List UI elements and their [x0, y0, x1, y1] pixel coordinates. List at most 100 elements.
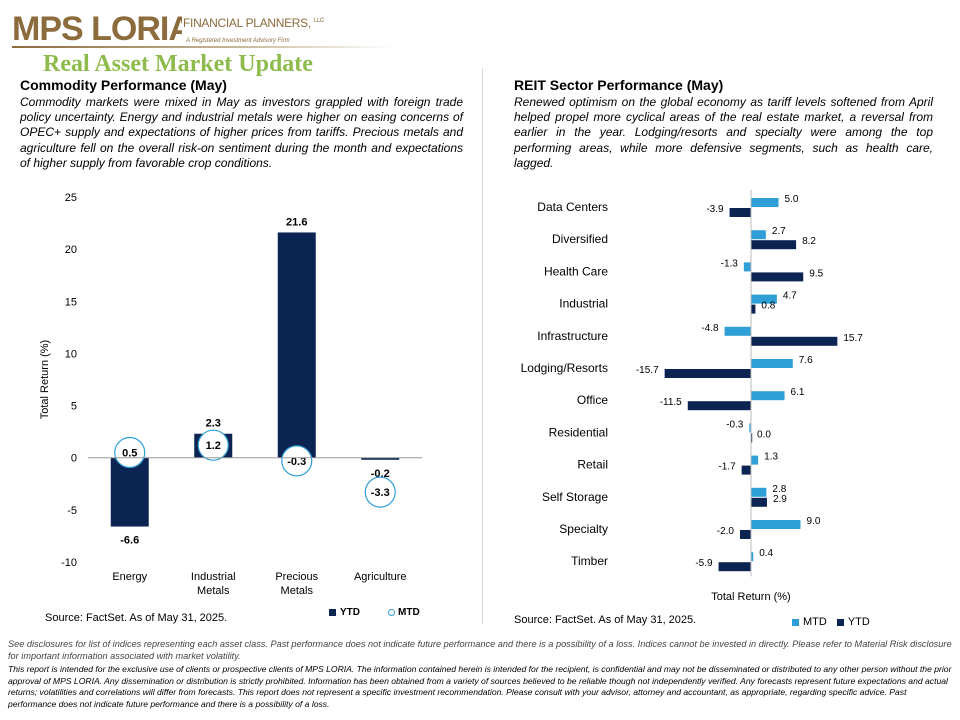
y-tick-label: -5	[67, 505, 77, 517]
y-tick-label: 25	[65, 192, 77, 204]
ytd-bar-timber	[718, 562, 751, 572]
mtd-data-label: 4.7	[783, 291, 797, 302]
y-tick-label: Timber	[571, 554, 608, 568]
mtd-data-label: 0.5	[122, 448, 137, 460]
ytd-data-label: 2.9	[773, 494, 787, 505]
ytd-data-label: -15.7	[636, 365, 659, 376]
legal-disclaimer: This report is intended for the exclusiv…	[8, 664, 952, 709]
y-tick-label: 15	[65, 296, 77, 308]
mtd-bar-self-storage	[751, 487, 767, 497]
y-tick-label: Specialty	[559, 522, 608, 536]
ytd-data-label: 21.6	[286, 216, 307, 228]
mtd-data-label: 2.8	[772, 484, 786, 495]
company-logo: MPS LORIA	[12, 10, 182, 44]
legend-ytd-swatch	[329, 609, 336, 616]
section-divider	[482, 68, 483, 624]
reit-chart: Data Centers 5.0 -3.9 Diversified 2.7 8.2 Heal…	[521, 190, 863, 603]
ytd-bar-specialty	[740, 530, 751, 539]
mtd-marker-industrial-metals	[197, 429, 229, 461]
ytd-bar-office	[687, 401, 751, 411]
y-tick-label: Health Care	[544, 264, 608, 278]
y-tick-label: 5	[71, 401, 77, 413]
ytd-data-label: -11.5	[660, 397, 682, 408]
reit-commentary: Renewed optimism on the global economy a…	[514, 95, 933, 170]
legend-ytd-swatch	[836, 618, 844, 626]
y-tick-label: -10	[61, 557, 77, 569]
header-rule	[12, 46, 394, 48]
commodity-section-title: Commodity Performance (May)	[20, 77, 227, 93]
y-tick-label: Lodging/Resorts	[521, 361, 608, 375]
ytd-data-label: -1.7	[718, 462, 736, 473]
mtd-data-label: 0.4	[759, 548, 773, 559]
y-tick-label: Residential	[549, 425, 608, 439]
mtd-data-label: 1.2	[206, 440, 221, 452]
x-tick-label: Industrial	[191, 571, 236, 583]
ytd-bar-diversified	[751, 240, 797, 250]
ytd-bar-industrial	[751, 304, 756, 314]
commodity-commentary: Commodity markets were mixed in May as i…	[20, 95, 463, 170]
ytd-data-label: -2.0	[717, 526, 735, 537]
commodity-source: Source: FactSet. As of May 31, 2025.	[45, 612, 228, 624]
y-axis-title: Total Return (%)	[39, 340, 51, 419]
y-tick-label: Data Centers	[537, 200, 608, 214]
reit-source: Source: FactSet. As of May 31, 2025.	[514, 614, 697, 626]
disclosure-note: See disclosures for list of indices repr…	[8, 639, 952, 661]
y-tick-label: 20	[65, 244, 77, 256]
ytd-bar-energy	[110, 457, 149, 527]
mtd-marker-precious-metals	[281, 445, 313, 477]
y-tick-label: Diversified	[552, 232, 608, 246]
mtd-marker-energy	[114, 436, 146, 469]
mtd-data-label: 1.3	[764, 452, 778, 463]
ytd-data-label: -3.9	[706, 204, 724, 215]
mtd-bar-specialty	[751, 520, 801, 529]
mtd-bar-diversified	[751, 230, 766, 240]
ytd-bar-agriculture	[361, 457, 400, 460]
ytd-data-label: -0.2	[371, 468, 390, 480]
mtd-data-label: -0.3	[287, 456, 306, 468]
ytd-bar-health-care	[751, 272, 804, 282]
ytd-bar-data-centers	[729, 208, 751, 217]
ytd-data-label: 9.5	[809, 268, 823, 279]
commodity-legend: YTD MTD	[329, 607, 420, 618]
x-tick-label: Metals	[197, 585, 230, 597]
y-tick-label: Industrial	[559, 297, 608, 311]
mtd-bar-lodging-resorts	[751, 359, 793, 368]
ytd-bar-precious-metals	[277, 232, 316, 458]
legend-mtd-swatch	[792, 618, 799, 626]
mtd-marker-agriculture	[364, 476, 396, 508]
reit-legend: MTD YTD	[792, 616, 870, 628]
ytd-data-label: 15.7	[843, 333, 863, 344]
mtd-data-label: -3.3	[371, 487, 390, 499]
page-title: Real Asset Market Update	[43, 51, 313, 77]
mtd-data-label: -4.8	[701, 323, 719, 334]
y-tick-label: 0	[71, 453, 77, 465]
mtd-data-label: -1.3	[721, 258, 739, 269]
y-tick-label: Office	[577, 393, 608, 407]
y-tick-label: 10	[65, 348, 77, 360]
x-tick-label: Agriculture	[354, 571, 407, 583]
mtd-data-label: 6.1	[791, 387, 805, 398]
ytd-bar-infrastructure	[751, 336, 838, 346]
mtd-bar-infrastructure	[724, 326, 751, 336]
legend-mtd-swatch	[388, 609, 395, 616]
mtd-data-label: -0.3	[726, 419, 744, 430]
y-tick-label: Retail	[577, 458, 608, 472]
ytd-bar-self-storage	[751, 497, 767, 507]
x-tick-label: Energy	[112, 571, 147, 583]
logo-subtitle: FINANCIAL PLANNERS, LLC	[183, 16, 325, 30]
logo-wordmark: MPS LORIA	[12, 10, 182, 44]
mtd-bar-office	[751, 391, 785, 401]
mtd-bar-data-centers	[751, 198, 779, 207]
commodity-chart: -10 -5 0 5 10 15 20 25 Total Return (%) -6.6 0.5 En…	[39, 192, 422, 597]
mtd-bar-health-care	[743, 262, 751, 272]
x-tick-label: Precious	[275, 571, 318, 583]
mtd-data-label: 9.0	[807, 516, 821, 527]
x-tick-label: Metals	[281, 585, 314, 597]
ytd-data-label: -6.6	[120, 535, 139, 547]
mtd-bar-retail	[751, 455, 759, 465]
mtd-bar-residential	[749, 423, 751, 433]
y-tick-label: Self Storage	[542, 490, 608, 504]
legend-mtd-label: MTD	[803, 616, 827, 628]
mtd-data-label: 2.7	[772, 226, 786, 237]
mtd-data-label: 5.0	[785, 194, 799, 205]
